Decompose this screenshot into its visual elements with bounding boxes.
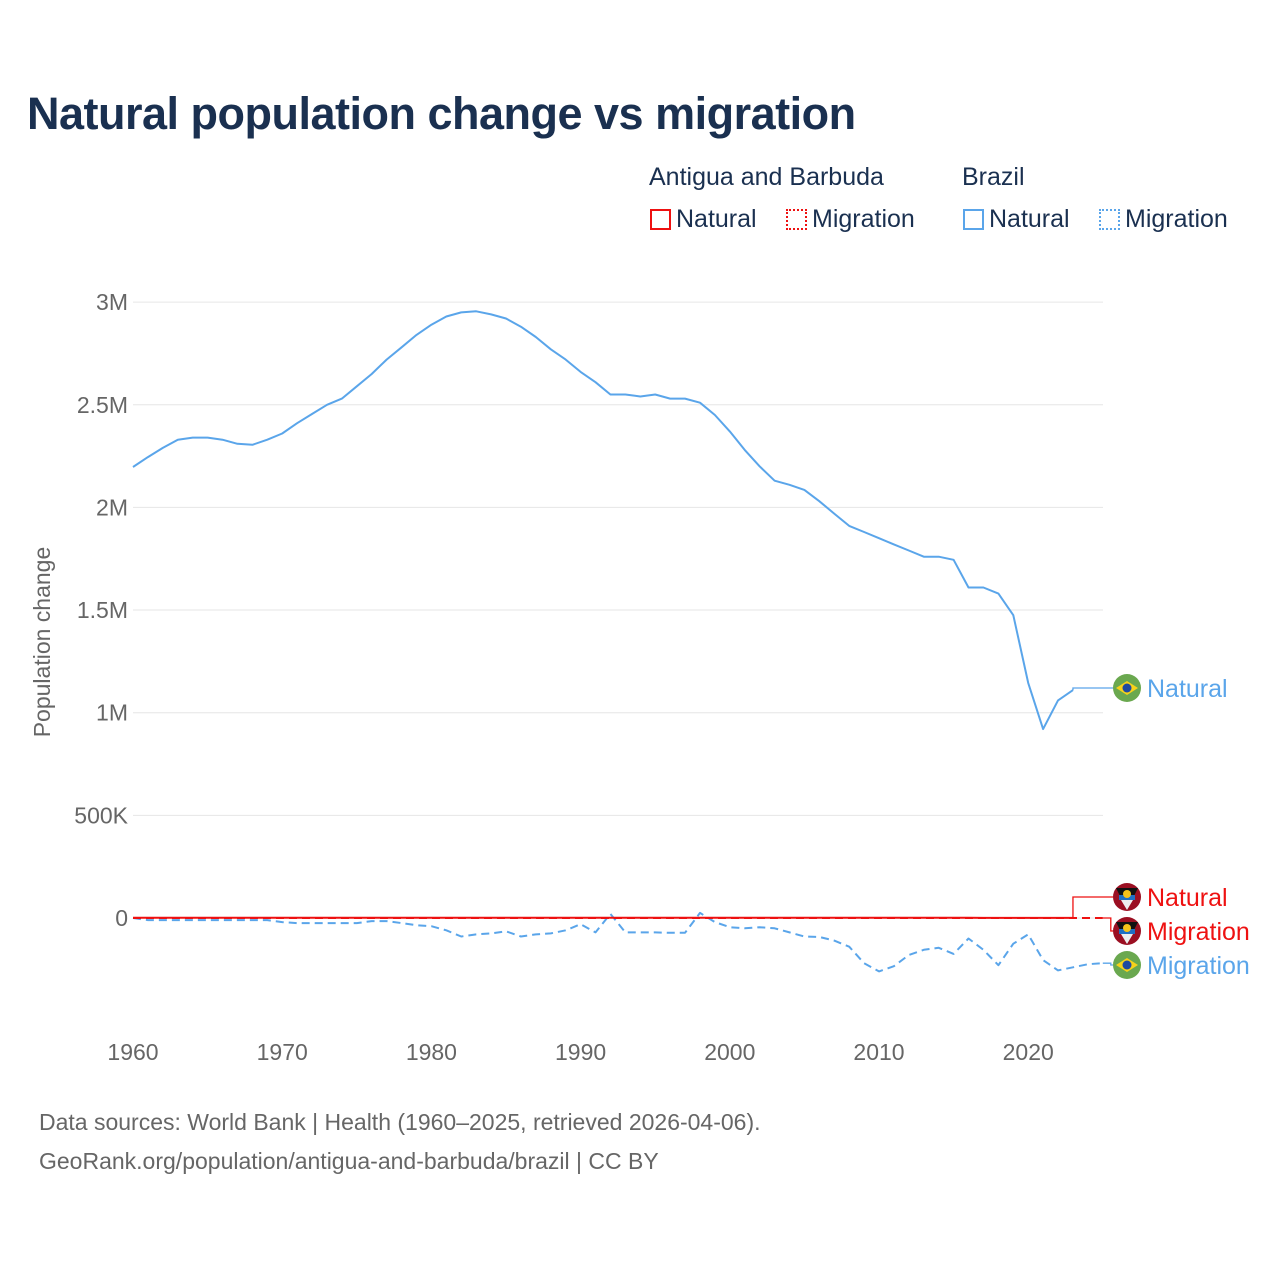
antigua-flag-white bbox=[1121, 934, 1133, 944]
x-tick-label: 1990 bbox=[555, 1039, 606, 1065]
chart-title: Natural population change vs migration bbox=[27, 88, 856, 139]
y-tick-label: 1M bbox=[96, 700, 128, 726]
y-tick-label: 2.5M bbox=[77, 392, 128, 418]
series-line-brazil-migration bbox=[132, 911, 1103, 973]
label-connector bbox=[1072, 896, 1113, 918]
label-connector bbox=[1102, 917, 1113, 932]
legend-brazil-migration[interactable]: Migration bbox=[1099, 205, 1228, 234]
antigua-flag-sun bbox=[1123, 924, 1131, 932]
x-tick-label: 1960 bbox=[107, 1039, 158, 1065]
legend-label: Migration bbox=[812, 205, 915, 233]
x-tick-label: 1980 bbox=[406, 1039, 457, 1065]
end-label-migration: Migration bbox=[1147, 918, 1250, 946]
x-tick-label: 2020 bbox=[1003, 1039, 1054, 1065]
brazil-flag-globe bbox=[1122, 960, 1132, 970]
label-connector bbox=[1072, 687, 1113, 691]
y-axis-label: Population change bbox=[29, 547, 55, 738]
legend-antigua-migration[interactable]: Migration bbox=[786, 205, 915, 234]
y-tick-label: 500K bbox=[74, 802, 128, 828]
legend-swatch bbox=[650, 209, 671, 230]
footer-url[interactable]: GeoRank.org/population/antigua-and-barbu… bbox=[39, 1148, 659, 1174]
legend-group-brazil: Brazil bbox=[962, 163, 1025, 191]
end-label-natural: Natural bbox=[1147, 675, 1228, 703]
label-connector bbox=[1102, 962, 1113, 966]
end-label-natural: Natural bbox=[1147, 884, 1228, 912]
end-label-migration: Migration bbox=[1147, 952, 1250, 980]
antigua-flag-sun bbox=[1123, 890, 1131, 898]
series-line-brazil-natural bbox=[132, 310, 1074, 731]
legend-label: Natural bbox=[989, 205, 1070, 233]
legend-group-antigua: Antigua and Barbuda bbox=[649, 163, 884, 191]
x-tick-label: 2000 bbox=[704, 1039, 755, 1065]
legend-brazil-natural[interactable]: Natural bbox=[963, 205, 1070, 234]
legend-swatch bbox=[786, 209, 807, 230]
antigua-flag-white bbox=[1121, 900, 1133, 910]
legend-swatch bbox=[963, 209, 984, 230]
y-tick-label: 3M bbox=[96, 289, 128, 315]
legend-swatch bbox=[1099, 209, 1120, 230]
y-tick-label: 0 bbox=[115, 905, 128, 931]
brazil-flag-globe bbox=[1122, 683, 1132, 693]
footer-source: Data sources: World Bank | Health (1960–… bbox=[39, 1109, 761, 1135]
legend-antigua-natural[interactable]: Natural bbox=[650, 205, 757, 234]
y-tick-label: 1.5M bbox=[77, 597, 128, 623]
legend-label: Migration bbox=[1125, 205, 1228, 233]
x-tick-label: 1970 bbox=[257, 1039, 308, 1065]
legend-label: Natural bbox=[676, 205, 757, 233]
y-tick-label: 2M bbox=[96, 494, 128, 520]
x-tick-label: 2010 bbox=[853, 1039, 904, 1065]
